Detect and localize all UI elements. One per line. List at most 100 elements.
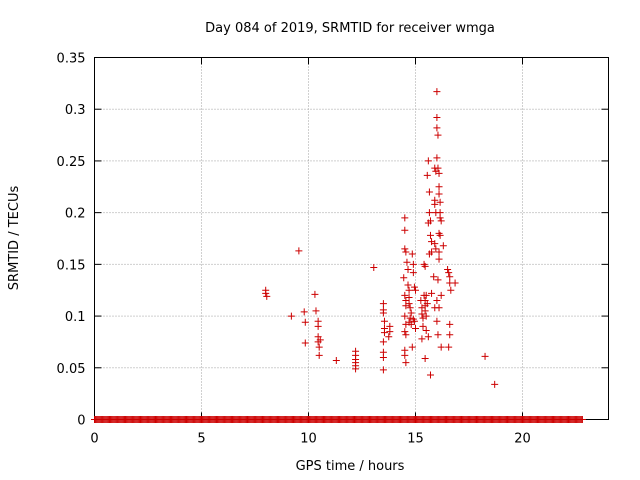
y-tick-label: 0.15 [57, 258, 86, 273]
data-point [435, 248, 443, 256]
data-point [421, 354, 429, 362]
data-point [370, 263, 378, 271]
data-point [402, 359, 410, 367]
plot-frame [94, 57, 609, 420]
data-point [437, 343, 445, 351]
data-point [435, 255, 443, 263]
x-tick-label: 15 [407, 432, 424, 447]
data-point [408, 343, 416, 351]
x-tick-label: 10 [300, 432, 317, 447]
data-markers [91, 88, 586, 423]
data-point [418, 335, 426, 343]
data-point [352, 365, 360, 373]
data-point [406, 314, 414, 322]
data-point [405, 300, 413, 308]
data-point [435, 169, 443, 177]
data-point [380, 317, 388, 325]
data-point [379, 309, 387, 317]
data-point [431, 200, 439, 208]
data-point [447, 286, 455, 294]
data-point [379, 300, 387, 308]
data-point [379, 338, 387, 346]
data-point [401, 291, 409, 299]
x-axis-label: GPS time / hours [296, 459, 405, 474]
x-tick-label: 20 [514, 432, 531, 447]
data-point [451, 279, 459, 287]
data-point [379, 353, 387, 361]
data-point [424, 157, 432, 165]
data-point [422, 291, 430, 299]
data-point [436, 231, 444, 239]
data-point [405, 293, 413, 301]
data-point [424, 219, 432, 227]
data-point [386, 328, 394, 336]
data-point [401, 351, 409, 359]
data-point [491, 380, 499, 388]
data-point [409, 269, 417, 277]
y-tick-label: 0 [77, 414, 85, 429]
data-point [446, 320, 454, 328]
data-point [410, 283, 418, 291]
data-point [287, 312, 295, 320]
data-point [410, 317, 418, 325]
data-point [301, 339, 309, 347]
data-point [423, 171, 431, 179]
data-point [401, 226, 409, 234]
data-point [402, 331, 410, 339]
data-point [436, 198, 444, 206]
data-point [434, 276, 442, 284]
y-tick-label: 0.25 [57, 155, 86, 170]
data-point [437, 291, 445, 299]
data-point [433, 317, 441, 325]
y-tick-label: 0.35 [57, 52, 86, 67]
data-point [301, 318, 309, 326]
data-point [311, 290, 319, 298]
data-point [316, 336, 324, 344]
data-point [424, 333, 432, 341]
data-point [295, 247, 303, 255]
zero-marker [578, 416, 586, 423]
data-point [407, 320, 415, 328]
data-point [433, 297, 441, 305]
data-point [434, 131, 442, 139]
data-point [430, 273, 438, 281]
data-point [435, 190, 443, 198]
data-point [401, 312, 409, 320]
data-point [385, 333, 393, 341]
y-tick-label: 0.3 [65, 103, 86, 118]
y-tick-label: 0.1 [65, 310, 86, 325]
data-point [418, 310, 426, 318]
data-point [402, 248, 410, 256]
data-point [403, 258, 411, 266]
data-point [400, 274, 408, 282]
data-point [426, 371, 434, 379]
data-point [406, 304, 414, 312]
data-point [263, 292, 271, 300]
y-tick-label: 0.05 [57, 362, 86, 377]
data-point [380, 329, 388, 337]
data-point [409, 260, 417, 268]
data-point [422, 327, 430, 335]
data-point [412, 324, 419, 332]
axis-ticks: 0 0.05 0.1 0.15 0.2 0.25 0.3 0.35 0 5 10 15 20 [57, 52, 609, 447]
data-point [404, 281, 412, 289]
y-tick-label: 0.2 [65, 207, 86, 222]
data-point [437, 217, 445, 225]
data-point [425, 250, 433, 258]
data-point [407, 309, 415, 317]
data-point [428, 289, 436, 297]
data-point [379, 366, 387, 374]
data-point [422, 312, 430, 320]
data-point [421, 307, 429, 315]
data-point [445, 343, 453, 351]
data-point [446, 273, 454, 281]
data-point [315, 343, 323, 351]
data-point [431, 240, 439, 248]
data-point [262, 289, 270, 297]
data-point [401, 214, 409, 222]
data-point [434, 331, 442, 339]
grid-lines [94, 57, 609, 420]
data-point [433, 113, 441, 121]
chart-title: Day 084 of 2019, SRMTID for receiver wmg… [205, 21, 495, 36]
